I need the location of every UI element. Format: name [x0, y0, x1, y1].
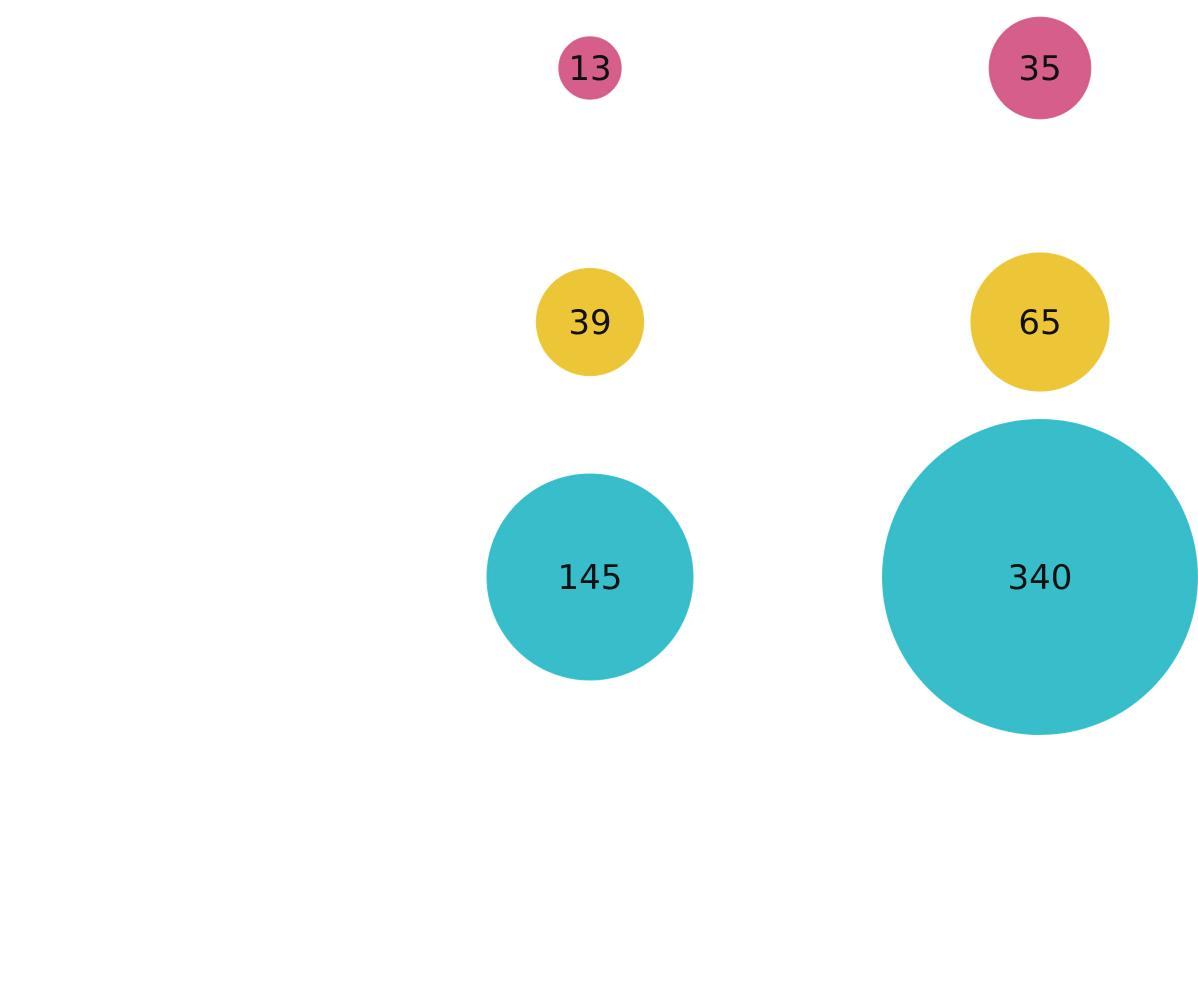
bubble-label-340: 340	[1008, 558, 1073, 598]
bubble-13	[558, 36, 622, 100]
bubble-35	[988, 16, 1092, 120]
bubble-65	[970, 252, 1110, 392]
bubble-39	[535, 267, 645, 377]
bubble-label-65: 65	[1018, 303, 1061, 343]
bubble-label-145: 145	[558, 558, 623, 598]
bubble-label-39: 39	[568, 303, 611, 343]
bubble-label-13: 13	[568, 49, 611, 89]
bubble-340	[882, 419, 1198, 735]
bubble-label-35: 35	[1018, 49, 1061, 89]
bubble-145	[486, 473, 694, 681]
